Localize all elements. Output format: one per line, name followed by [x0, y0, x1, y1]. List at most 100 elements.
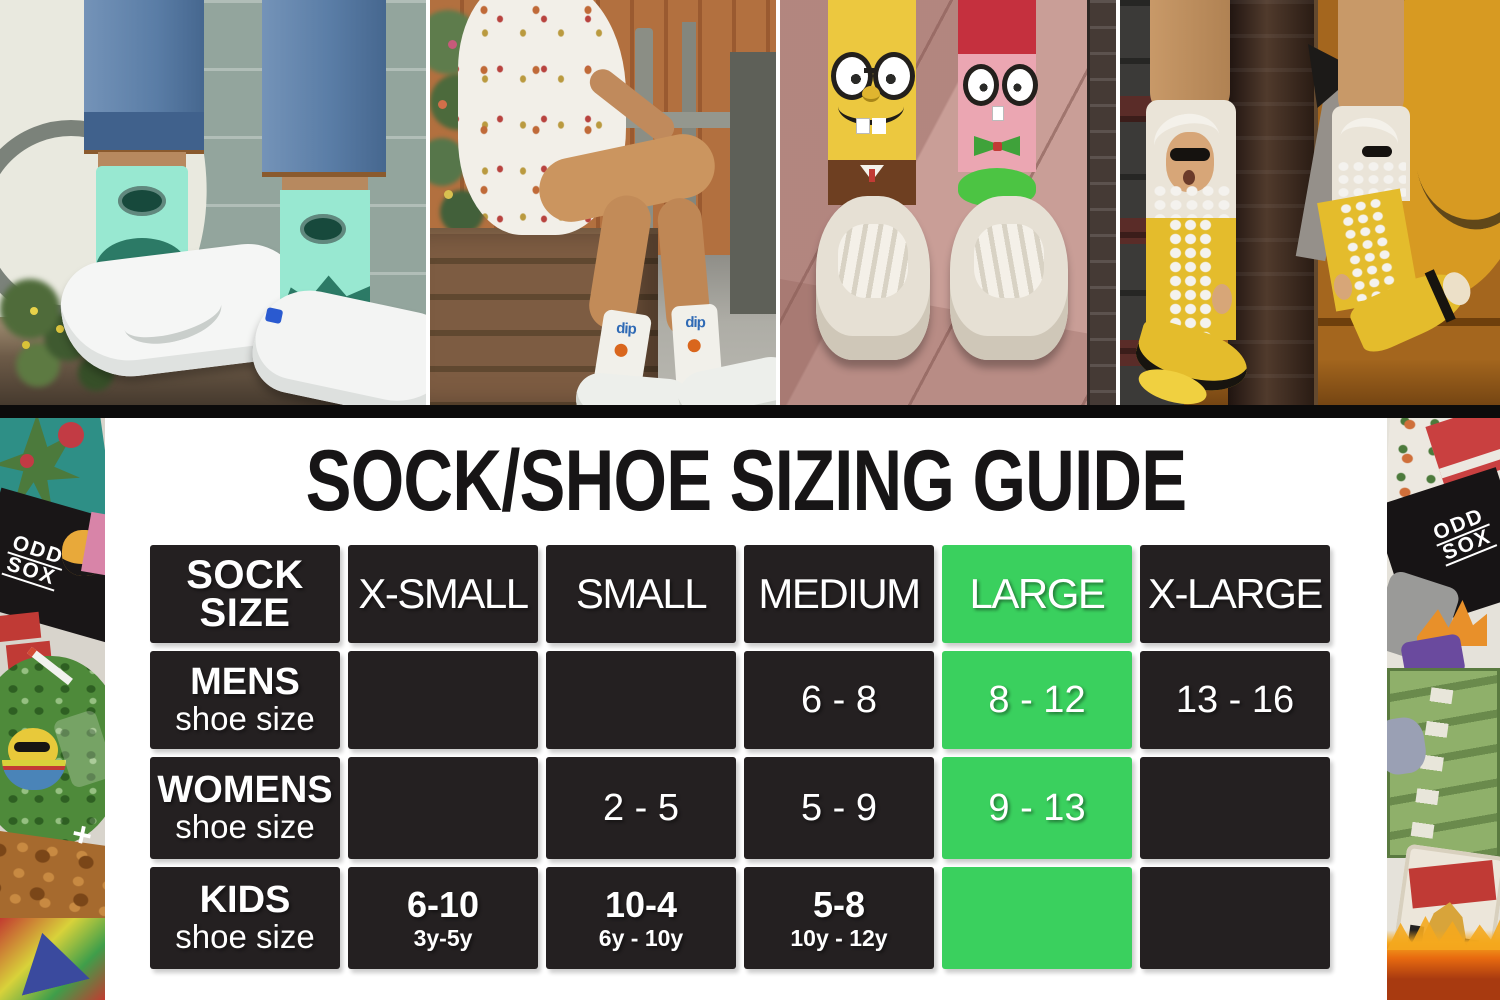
tooth [856, 118, 870, 134]
hair-squiggle [1337, 114, 1401, 167]
jeans-cuff [84, 112, 204, 154]
patrick-sock-cuff [958, 0, 1036, 58]
photo-knee-socks: dip dip [430, 0, 776, 405]
photo-strip: dip dip [0, 0, 1500, 405]
glasses-eye [963, 64, 999, 106]
wrestler-sock [1332, 106, 1410, 201]
pants-band [828, 160, 916, 168]
feather-boa [1152, 184, 1230, 220]
red-blocks [0, 611, 42, 643]
patrick-sock [958, 54, 1038, 172]
orange-dot [687, 338, 702, 353]
tooth [992, 106, 1004, 121]
col-header-xlarge: X-LARGE [1140, 545, 1330, 643]
table-cell-womens-small: 2 - 5 [546, 757, 736, 859]
left-leg [55, 0, 311, 405]
flames [1387, 916, 1500, 1000]
sunglasses [1362, 146, 1392, 157]
col-header-small: SMALL [546, 545, 736, 643]
flower-dots [30, 307, 38, 315]
col-header-large-highlighted: LARGE [942, 545, 1132, 643]
black-divider-bar [0, 405, 1500, 418]
bow-knot [993, 142, 1002, 151]
table-cell-mens-xlarge: 13 - 16 [1140, 651, 1330, 749]
sticker-collage-right: ODD SOX [1387, 418, 1500, 1000]
cell-subvalue: 3y-5y [413, 925, 473, 952]
table-cell-mens-xsmall [348, 651, 538, 749]
sock-logo-oval [118, 186, 166, 216]
col-header-xsmall: X-SMALL [348, 545, 538, 643]
page-title: SOCK/SHOE SIZING GUIDE [305, 433, 1188, 529]
ankle-skin [98, 152, 186, 168]
swoosh [117, 279, 228, 354]
hand [1212, 284, 1232, 314]
table-cell-womens-medium: 5 - 9 [744, 757, 934, 859]
mouth-o [1183, 170, 1195, 185]
row-label-main: KIDS [199, 878, 291, 921]
table-cell-mens-large-highlighted: 8 - 12 [942, 651, 1132, 749]
right-leg [245, 0, 426, 405]
orange-dot [613, 342, 629, 358]
table-cell-mens-medium: 6 - 8 [744, 651, 934, 749]
card-red-band [1408, 859, 1497, 909]
spongebob-sock [828, 0, 916, 168]
row-label-sub: shoe size [175, 699, 315, 737]
sunglasses [1170, 148, 1210, 161]
sizing-guide-panel: SOCK/SHOE SIZING GUIDE SOCK SIZE X-SMALL… [105, 418, 1387, 1000]
photo-cartoon-socks [780, 0, 1116, 405]
row-label-main: MENS [190, 660, 300, 703]
leg-skin [1150, 0, 1230, 118]
face [1166, 132, 1214, 192]
cell-subvalue: 6y - 10y [598, 925, 684, 952]
table-cell-kids-xsmall: 6-10 3y-5y [348, 867, 538, 969]
leg-skin [1338, 0, 1404, 122]
porch-chair [730, 52, 776, 314]
row-label-kids: KIDS shoe size [150, 867, 340, 969]
table-cell-kids-xlarge [1140, 867, 1330, 969]
photo-mint-socks [0, 0, 426, 405]
sunglasses [14, 742, 50, 752]
sticker-collage-left: ODD SOX + [0, 418, 105, 1000]
sock-brand-text: dip [685, 313, 705, 332]
glasses-bridge [864, 68, 878, 73]
row-label-sub: shoe size [175, 807, 315, 845]
bottom-section: ODD SOX + SOCK/SHOE SIZING GUIDE [0, 418, 1500, 1000]
cell-value: 5-8 [812, 883, 866, 925]
photo-wrestler-socks [1120, 0, 1500, 405]
wrestler-sock [1146, 100, 1236, 220]
heel-tab [264, 307, 284, 325]
corner-cell-sock-size: SOCK SIZE [150, 545, 340, 643]
table-cell-womens-large-highlighted: 9 - 13 [942, 757, 1132, 859]
table-cell-kids-large-highlighted [942, 867, 1132, 969]
glasses-eye [1002, 64, 1038, 106]
tie [869, 169, 875, 182]
corner-line2: SIZE [199, 591, 291, 635]
corner-line1: SOCK [186, 553, 304, 597]
row-label-mens: MENS shoe size [150, 651, 340, 749]
flower-dots [448, 40, 457, 49]
table-cell-mens-small [546, 651, 736, 749]
sock-brand-text: dip [615, 319, 637, 338]
cell-value: 10-4 [604, 883, 678, 925]
sneaker [245, 280, 426, 405]
mouth [838, 88, 904, 125]
sock-logo-oval [300, 214, 346, 244]
jeans [262, 0, 386, 177]
table-cell-womens-xlarge [1140, 757, 1330, 859]
laces [838, 224, 908, 298]
brick-column [1087, 0, 1116, 405]
row-label-sub: shoe size [175, 917, 315, 955]
ankle-skin [282, 177, 368, 191]
col-header-medium: MEDIUM [744, 545, 934, 643]
table-cell-kids-medium: 5-8 10y - 12y [744, 867, 934, 969]
hibiscus-flower [58, 422, 84, 448]
table-cell-kids-small: 10-4 6y - 10y [546, 867, 736, 969]
chunky-sneaker [816, 196, 930, 360]
table-cell-womens-xsmall [348, 757, 538, 859]
row-label-main: WOMENS [157, 768, 333, 811]
chunky-sneaker [950, 196, 1068, 360]
feather-boa [1168, 218, 1214, 340]
laces [974, 224, 1044, 298]
row-label-womens: WOMENS shoe size [150, 757, 340, 859]
